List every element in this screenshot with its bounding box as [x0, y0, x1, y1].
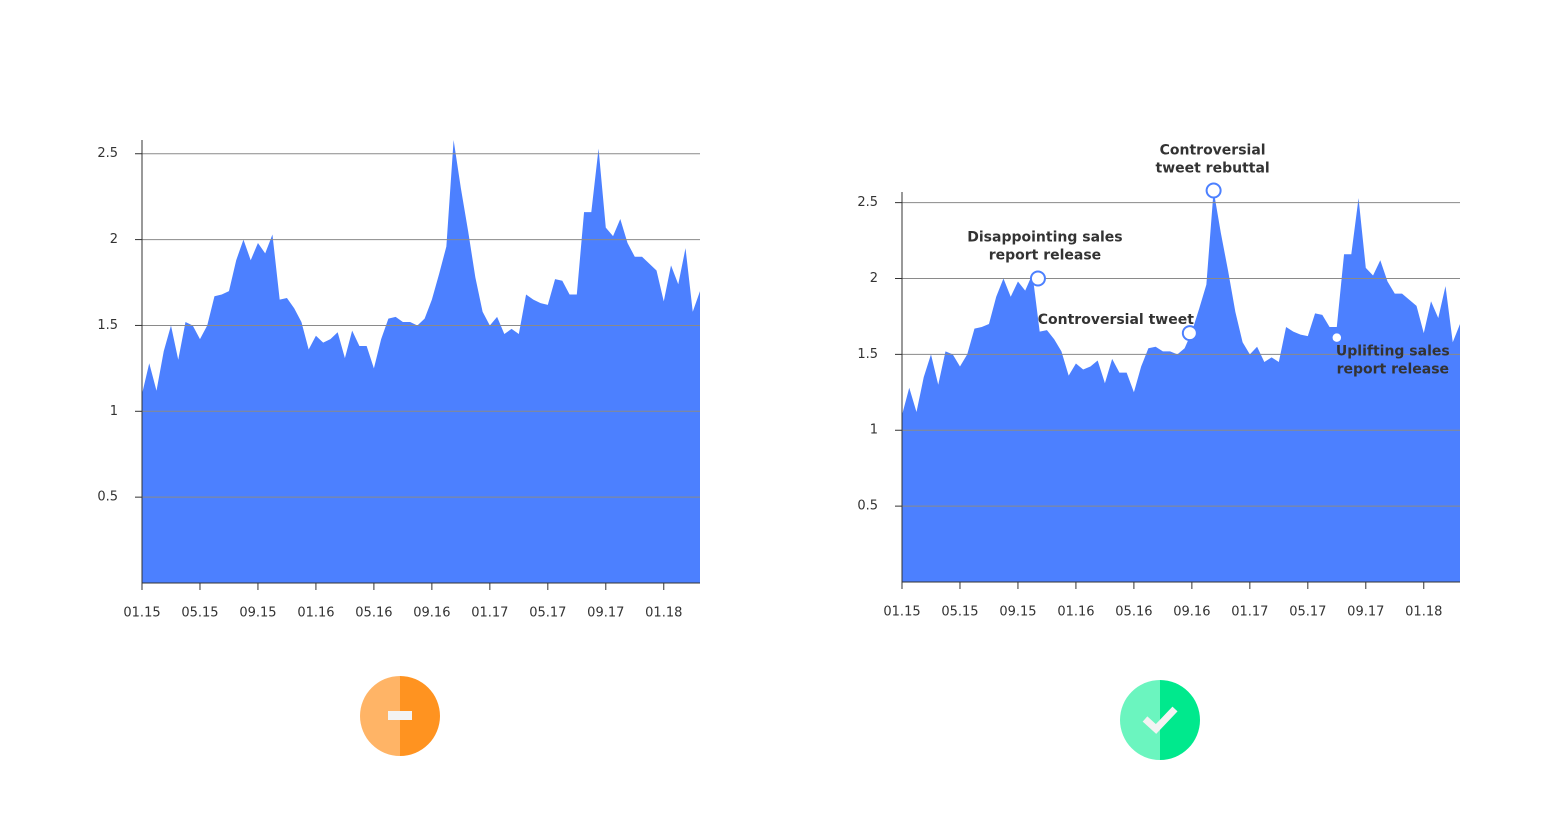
x-tick-label: 01.16 [1057, 605, 1094, 620]
y-tick-label: 1.5 [97, 318, 118, 333]
y-tick-label: 0.5 [857, 499, 878, 514]
annotation-marker [1029, 270, 1046, 287]
y-tick-label: 1 [870, 423, 878, 438]
good-icon [1120, 680, 1200, 760]
x-tick-label: 09.16 [413, 606, 450, 621]
annotation-label: report release [989, 247, 1101, 263]
annotation-label: Disappointing sales [967, 229, 1122, 245]
area [902, 190, 1460, 582]
x-tick-label: 05.15 [941, 605, 978, 620]
y-tick-label: 1 [110, 404, 118, 419]
x-tick-label: 09.15 [239, 606, 276, 621]
x-tick-label: 05.16 [355, 606, 392, 621]
x-tick-label: 01.16 [297, 606, 334, 621]
x-tick-label: 01.15 [123, 606, 160, 621]
x-tick-label: 01.15 [883, 605, 920, 620]
x-tick-label: 01.18 [645, 606, 682, 621]
y-tick-label: 0.5 [97, 490, 118, 505]
x-tick-label: 01.18 [1405, 605, 1442, 620]
x-tick-label: 09.17 [587, 606, 624, 621]
x-tick-label: 05.16 [1115, 605, 1152, 620]
annotation-label: Controversial [1160, 142, 1266, 158]
annotation-marker [1205, 182, 1222, 199]
bad-icon [360, 676, 440, 756]
x-tick-label: 05.15 [181, 606, 218, 621]
area [142, 140, 700, 583]
y-tick-label: 2.5 [97, 146, 118, 161]
annotation-label: Controversial tweet [1038, 312, 1194, 328]
y-tick-label: 2.5 [857, 195, 878, 210]
y-tick-label: 2 [110, 232, 118, 247]
x-tick-label: 01.17 [1231, 605, 1268, 620]
annotation-marker [1331, 331, 1343, 344]
x-tick-label: 09.15 [999, 605, 1036, 620]
annotation-label: tweet rebuttal [1156, 160, 1270, 176]
x-tick-label: 01.17 [471, 606, 508, 621]
x-tick-label: 05.17 [529, 606, 566, 621]
annotation-label: Uplifting sales [1336, 344, 1450, 360]
x-tick-label: 09.16 [1173, 605, 1210, 620]
annotation-label: report release [1337, 362, 1449, 378]
x-tick-label: 05.17 [1289, 605, 1326, 620]
chart: 0.5 1 1.5 2 2.5 01.15 05.15 09.15 01.16 05.16 09.1… [97, 140, 700, 621]
chart: 0.5 1 1.5 2 2.5 01.15 05.15 09.15 01.16 05.16 09.1… [857, 142, 1460, 620]
x-tick-label: 09.17 [1347, 605, 1384, 620]
y-tick-label: 2 [870, 271, 878, 286]
annotation-marker [1181, 325, 1198, 342]
y-tick-label: 1.5 [857, 347, 878, 362]
